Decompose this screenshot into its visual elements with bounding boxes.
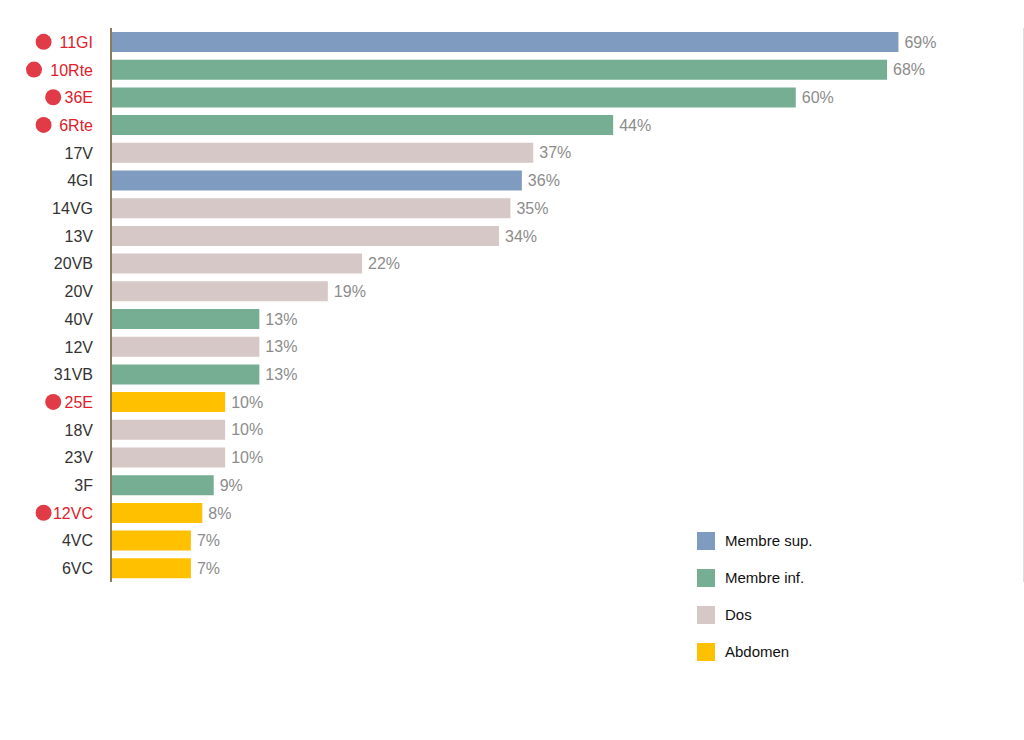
svg-text:10%: 10% [231, 421, 263, 438]
svg-text:7%: 7% [197, 532, 220, 549]
svg-text:68%: 68% [893, 61, 925, 78]
svg-text:11GI: 11GI [60, 34, 94, 51]
svg-text:44%: 44% [619, 117, 651, 134]
svg-text:17V: 17V [65, 145, 94, 162]
svg-text:34%: 34% [505, 228, 537, 245]
svg-text:40V: 40V [65, 311, 94, 328]
svg-text:36E: 36E [65, 89, 93, 106]
svg-text:60%: 60% [802, 89, 834, 106]
svg-text:69%: 69% [904, 34, 936, 51]
svg-text:13%: 13% [265, 366, 297, 383]
svg-text:4GI: 4GI [67, 172, 93, 189]
svg-text:20VB: 20VB [54, 255, 93, 272]
svg-text:23V: 23V [65, 449, 94, 466]
svg-text:8%: 8% [208, 505, 231, 522]
svg-text:19%: 19% [334, 283, 366, 300]
svg-text:12V: 12V [65, 339, 94, 356]
html-text:Membre sup.: Membre sup. [725, 532, 813, 549]
svg-text:9%: 9% [220, 477, 243, 494]
svg-text:25E: 25E [65, 394, 93, 411]
svg-text:10%: 10% [231, 394, 263, 411]
svg-text:6VC: 6VC [62, 560, 93, 577]
svg-text:31VB: 31VB [54, 366, 93, 383]
svg-text:12VC: 12VC [53, 505, 93, 522]
svg-text:14VG: 14VG [52, 200, 93, 217]
svg-text:13V: 13V [65, 228, 94, 245]
svg-text:36%: 36% [528, 172, 560, 189]
svg-text:20V: 20V [65, 283, 94, 300]
svg-text:13%: 13% [265, 338, 297, 355]
html-text:Abdomen: Abdomen [725, 643, 790, 660]
svg-text:22%: 22% [368, 255, 400, 272]
svg-text:6Rte: 6Rte [59, 117, 93, 134]
svg-text:3F: 3F [74, 477, 93, 494]
svg-text:7%: 7% [197, 560, 220, 577]
svg-text:37%: 37% [539, 144, 571, 161]
html-text:Membre inf.: Membre inf. [725, 569, 805, 586]
html-text:Dos: Dos [725, 606, 752, 623]
svg-text:10Rte: 10Rte [50, 62, 93, 79]
svg-text:18V: 18V [65, 422, 94, 439]
svg-text:10%: 10% [231, 449, 263, 466]
svg-text:13%: 13% [265, 311, 297, 328]
svg-text:35%: 35% [516, 200, 548, 217]
svg-text:4VC: 4VC [62, 532, 93, 549]
